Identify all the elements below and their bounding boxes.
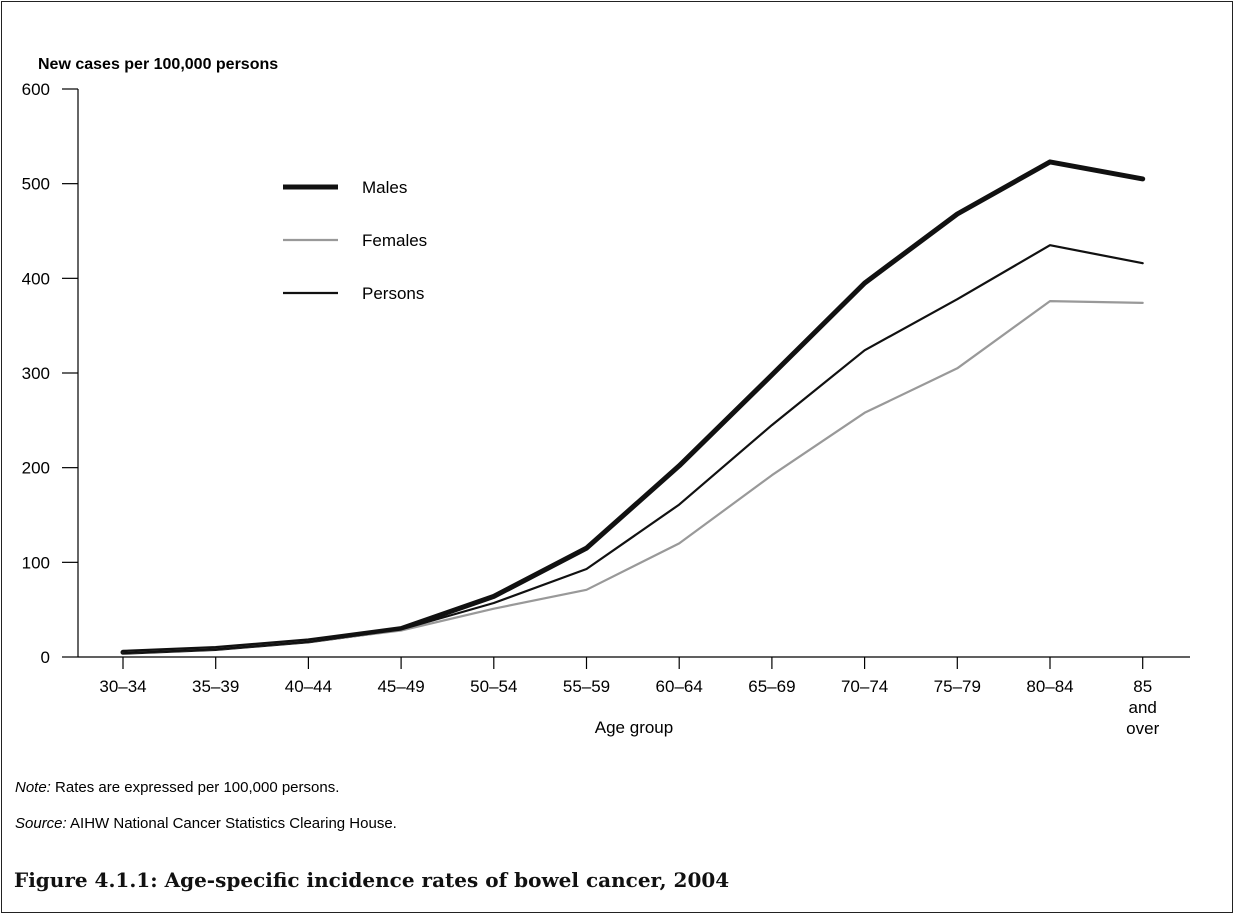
x-tick-label: 30–34 [99, 677, 146, 696]
x-tick-label: 65–69 [748, 677, 795, 696]
x-axis-label: Age group [595, 718, 673, 737]
source-label: Source: [15, 815, 67, 832]
legend-label-persons: Persons [362, 284, 424, 303]
y-tick-label: 200 [22, 459, 50, 478]
legend: Males Females Persons [283, 178, 427, 303]
x-tick-label: 45–49 [377, 677, 424, 696]
series-line-persons [121, 244, 1144, 655]
x-tick-label: 35–39 [192, 677, 239, 696]
x-tick-label: 85 and over [1126, 677, 1159, 738]
y-tick-label: 600 [22, 80, 50, 99]
x-tick-label: 50–54 [470, 677, 517, 696]
y-tick-label: 300 [22, 364, 50, 383]
note-text: Rates are expressed per 100,000 persons. [50, 779, 340, 796]
y-axis-label: New cases per 100,000 persons [38, 56, 278, 73]
y-tick-label: 100 [22, 553, 50, 572]
source: Source: AIHW National Cancer Statistics … [15, 815, 397, 832]
x-tick-label: 75–79 [934, 677, 981, 696]
x-tick-label: 60–64 [656, 677, 703, 696]
series-line-females [121, 300, 1144, 655]
series-lines [120, 159, 1146, 655]
y-tick-label: 500 [22, 175, 50, 194]
source-text: AIHW National Cancer Statistics Clearing… [66, 815, 397, 832]
axes: 0 100 200 300 400 500 600 30–34 35–39 40–44 45–49 5… [22, 80, 1190, 738]
y-tick-label: 0 [41, 648, 50, 667]
x-tick-label: 80–84 [1026, 677, 1073, 696]
x-tick-label: 55–59 [563, 677, 610, 696]
y-tick-label: 400 [22, 269, 50, 288]
x-tick-label: 40–44 [285, 677, 332, 696]
legend-label-males: Males [362, 178, 407, 197]
x-tick-label: 70–74 [841, 677, 888, 696]
note: Note: Rates are expressed per 100,000 pe… [15, 779, 339, 796]
series-line-males [120, 159, 1146, 655]
note-label: Note: [15, 779, 51, 796]
legend-label-females: Females [362, 231, 427, 250]
figure-caption: Figure 4.1.1: Age-specific incidence rat… [14, 868, 730, 892]
